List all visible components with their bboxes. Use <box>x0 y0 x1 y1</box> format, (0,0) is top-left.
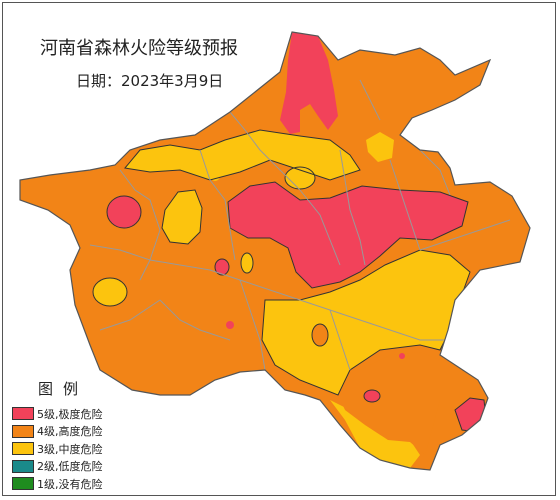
level-5-zone-small-2 <box>226 321 234 329</box>
level-5-zone-north <box>280 32 338 134</box>
legend-swatch-level-1 <box>12 477 34 491</box>
legend-item-level-2: 2级,低度危险 <box>12 458 132 476</box>
legend-label: 1级,没有危险 <box>37 477 103 491</box>
legend-item-level-5: 5级,极度危险 <box>12 405 132 423</box>
legend-item-level-3: 3级,中度危险 <box>12 440 132 458</box>
legend-title: 图例 <box>38 380 89 398</box>
map-title: 河南省森林火险等级预报 <box>40 38 238 59</box>
forecast-date: 日期：2023年3月9日 <box>76 72 224 90</box>
legend-item-level-1: 1级,没有危险 <box>12 475 132 493</box>
legend-swatch-level-2 <box>12 459 34 473</box>
level-3-zone-south <box>330 400 420 468</box>
legend-swatch-level-4 <box>12 424 34 438</box>
level-4-island-1 <box>312 324 328 346</box>
city-boundaries <box>89 79 511 371</box>
level-5-zone-small-4 <box>399 353 405 359</box>
legend-label: 5级,极度危险 <box>37 407 103 421</box>
level-5-zone-central <box>228 182 468 288</box>
level-3-zone-northeast <box>366 132 394 162</box>
level-3-zone-small-2 <box>241 253 253 273</box>
legend-label: 4级,高度危险 <box>37 425 103 439</box>
level-5-zone-small-1 <box>215 259 229 275</box>
level-4-island-2 <box>338 352 440 455</box>
legend-swatch-level-3 <box>12 442 34 456</box>
level-3-zone-small-3 <box>93 278 127 306</box>
level-5-zone-small-3 <box>364 390 380 402</box>
legend-swatch-level-5 <box>12 407 34 421</box>
level-5-zone-west <box>107 196 141 228</box>
legend-label: 2级,低度危险 <box>37 460 103 474</box>
legend-label: 3级,中度危险 <box>37 442 103 456</box>
legend-item-level-4: 4级,高度危险 <box>12 423 132 441</box>
legend: 图例 5级,极度危险 4级,高度危险 3级,中度危险 2级,低度危险 1级,没有… <box>12 378 132 493</box>
level-3-zone-west <box>162 190 202 244</box>
